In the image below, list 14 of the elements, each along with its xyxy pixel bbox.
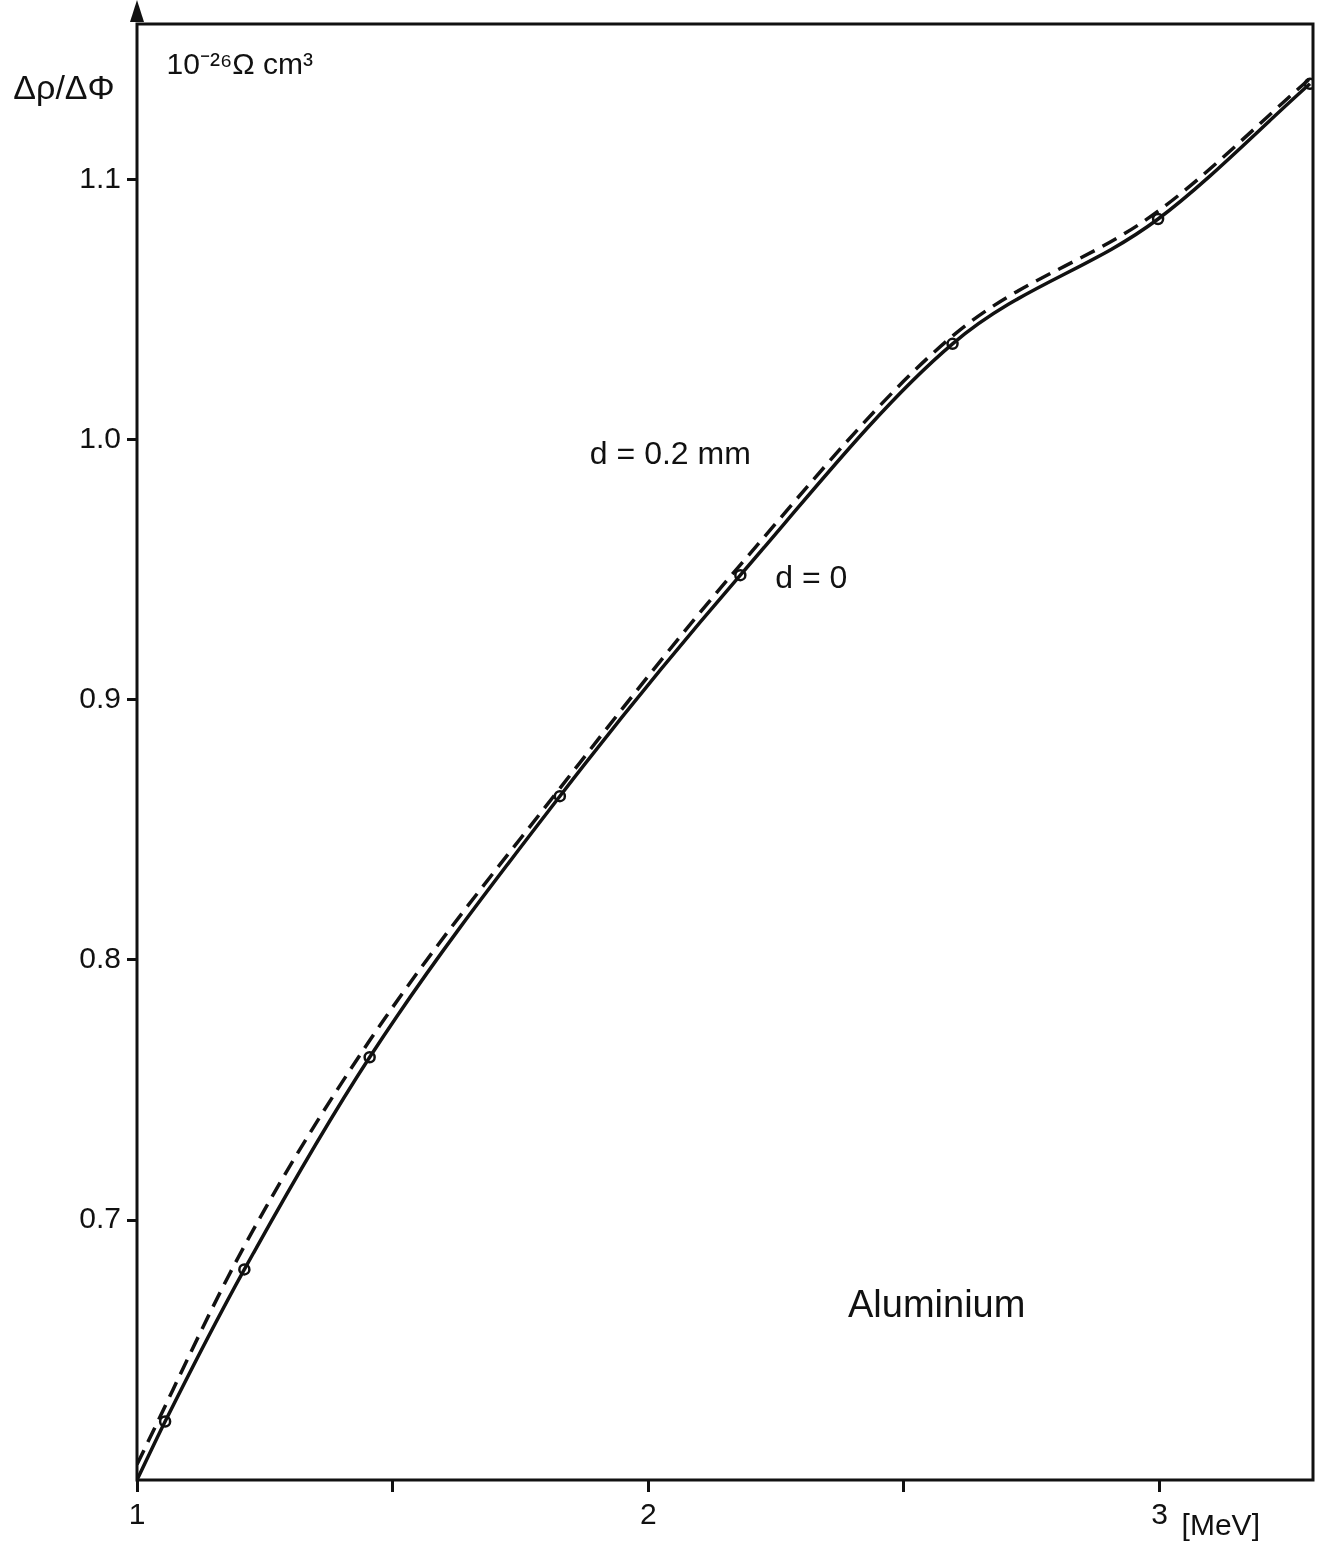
y-tick-label: 0.8 — [79, 941, 121, 975]
x-tick-label: 2 — [639, 1497, 657, 1531]
y-tick-label: 0.9 — [79, 681, 121, 715]
x-tick-label: 3 — [1151, 1497, 1168, 1531]
y-tick-label: 1.1 — [79, 161, 121, 195]
x-tick-label: 1 — [128, 1497, 146, 1531]
x-axis-title: [MeV] — [1181, 1508, 1260, 1542]
annotation: 10⁻²⁶Ω cm³ — [166, 46, 313, 80]
y-tick-label: 0.7 — [79, 1201, 121, 1235]
y-axis-title: Δρ/ΔΦ — [13, 68, 115, 107]
y-tick-label: 1.0 — [79, 421, 121, 455]
series-label: d = 0.2 mm — [589, 434, 751, 471]
annotation: Aluminium — [847, 1282, 1026, 1325]
series-label: d = 0 — [775, 559, 848, 596]
